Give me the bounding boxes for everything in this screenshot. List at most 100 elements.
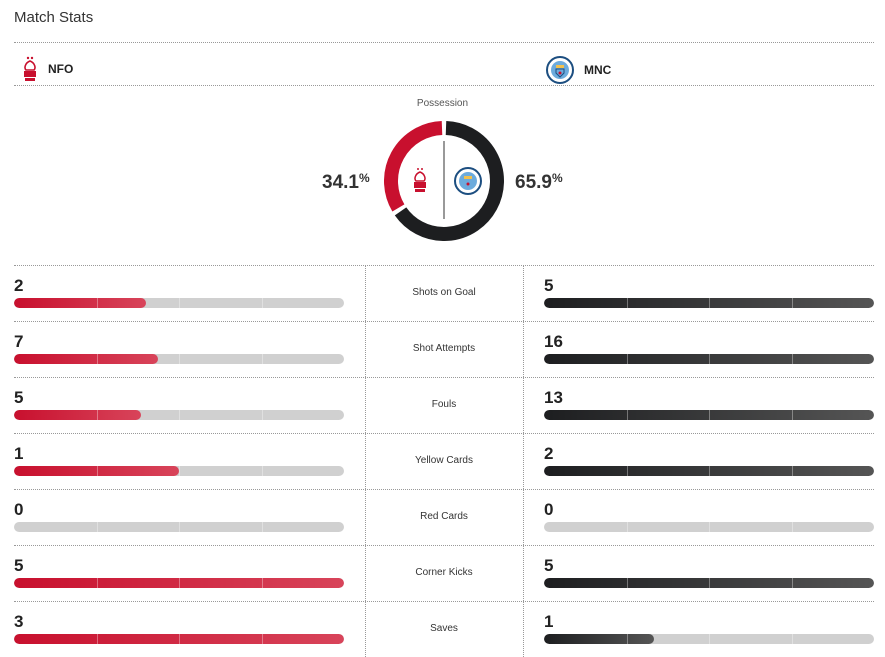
bar-tick bbox=[791, 354, 793, 364]
away-stat-bar bbox=[544, 410, 874, 420]
away-stat-fill bbox=[544, 354, 874, 364]
divider bbox=[14, 489, 874, 490]
divider bbox=[523, 265, 524, 321]
bar-tick bbox=[791, 634, 793, 644]
bar-tick bbox=[261, 298, 263, 308]
bar-tick bbox=[261, 410, 263, 420]
home-team-abbr: NFO bbox=[48, 62, 74, 76]
divider bbox=[14, 42, 874, 43]
bar-tick bbox=[96, 578, 98, 588]
away-stat-bar bbox=[544, 298, 874, 308]
bar-tick bbox=[261, 522, 263, 532]
home-stat-bar bbox=[14, 466, 344, 476]
home-stat-bar bbox=[14, 522, 344, 532]
stat-row: 0 Red Cards 0 bbox=[0, 489, 885, 545]
away-stat-fill bbox=[544, 634, 654, 644]
away-team-abbr: MNC bbox=[584, 63, 612, 77]
home-possession-arc bbox=[384, 121, 443, 212]
stat-label: Shots on Goal bbox=[412, 287, 476, 298]
bar-tick bbox=[626, 634, 628, 644]
away-stat-fill bbox=[544, 466, 874, 476]
bar-tick bbox=[179, 578, 180, 588]
home-stat-value: 1 bbox=[14, 444, 24, 463]
bar-tick bbox=[626, 578, 628, 588]
nfo-crest-small-icon bbox=[414, 168, 426, 192]
divider bbox=[523, 433, 524, 489]
bar-tick bbox=[709, 634, 710, 644]
bar-tick bbox=[791, 578, 793, 588]
home-stat-fill bbox=[14, 466, 179, 476]
away-stat-bar bbox=[544, 354, 874, 364]
home-stat-fill bbox=[14, 298, 146, 308]
bar-tick bbox=[791, 298, 793, 308]
stat-row: 3 Saves 1 bbox=[0, 601, 885, 657]
bar-tick bbox=[791, 522, 793, 532]
home-stat-fill bbox=[14, 578, 344, 588]
possession-label: Possession bbox=[416, 98, 469, 109]
bar-tick bbox=[709, 298, 710, 308]
bar-tick bbox=[179, 634, 180, 644]
divider bbox=[14, 265, 874, 266]
home-stat-value: 0 bbox=[14, 500, 24, 519]
away-stat-bar bbox=[544, 634, 874, 644]
away-stat-value: 1 bbox=[544, 612, 554, 631]
bar-tick bbox=[709, 578, 710, 588]
nfo-crest-icon bbox=[24, 56, 36, 81]
home-possession-value: 34.1 bbox=[322, 172, 359, 193]
away-stat-fill bbox=[544, 298, 874, 308]
divider bbox=[365, 433, 366, 489]
stat-label: Corner Kicks bbox=[415, 567, 473, 578]
bar-tick bbox=[179, 298, 180, 308]
home-stat-bar bbox=[14, 354, 344, 364]
stat-label: Fouls bbox=[431, 399, 457, 410]
away-stat-value: 2 bbox=[544, 444, 554, 463]
bar-tick bbox=[626, 466, 628, 476]
bar-tick bbox=[96, 354, 98, 364]
stat-row: 2 Shots on Goal 5 bbox=[0, 265, 885, 321]
divider bbox=[14, 601, 874, 602]
stat-row: 5 Fouls 13 bbox=[0, 377, 885, 433]
home-stat-value: 3 bbox=[14, 612, 24, 631]
divider bbox=[365, 321, 366, 377]
home-stat-bar bbox=[14, 410, 344, 420]
bar-tick bbox=[96, 298, 98, 308]
stat-row: 7 Shot Attempts 16 bbox=[0, 321, 885, 377]
bar-tick bbox=[261, 634, 263, 644]
bar-tick bbox=[626, 410, 628, 420]
percent-sign: % bbox=[551, 171, 563, 185]
bar-tick bbox=[626, 522, 628, 532]
divider bbox=[523, 545, 524, 601]
home-stat-value: 2 bbox=[14, 276, 24, 295]
away-stat-bar bbox=[544, 522, 874, 532]
divider bbox=[14, 377, 874, 378]
away-team: MNC bbox=[546, 56, 611, 84]
bar-tick bbox=[709, 354, 710, 364]
possession-donut bbox=[384, 121, 504, 241]
bar-tick bbox=[626, 298, 628, 308]
mnc-crest-icon bbox=[546, 56, 574, 84]
bar-tick bbox=[96, 410, 98, 420]
divider bbox=[14, 321, 874, 322]
divider bbox=[365, 377, 366, 433]
divider bbox=[14, 85, 874, 86]
stat-label: Yellow Cards bbox=[415, 455, 473, 466]
bar-tick bbox=[96, 634, 98, 644]
bar-tick bbox=[179, 410, 180, 420]
away-stat-value: 0 bbox=[544, 500, 554, 519]
percent-sign: % bbox=[358, 171, 370, 185]
away-stat-fill bbox=[544, 410, 874, 420]
divider bbox=[14, 545, 874, 546]
divider bbox=[523, 601, 524, 657]
home-stat-bar bbox=[14, 298, 344, 308]
home-stat-fill bbox=[14, 410, 141, 420]
away-stat-bar bbox=[544, 466, 874, 476]
home-team: NFO bbox=[22, 56, 73, 82]
home-stat-bar bbox=[14, 634, 344, 644]
away-stat-value: 5 bbox=[544, 556, 554, 575]
bar-tick bbox=[626, 354, 628, 364]
stat-row: 1 Yellow Cards 2 bbox=[0, 433, 885, 489]
bar-tick bbox=[96, 522, 98, 532]
away-possession-arc bbox=[394, 121, 504, 241]
home-stat-value: 5 bbox=[14, 556, 24, 575]
bar-tick bbox=[261, 578, 263, 588]
